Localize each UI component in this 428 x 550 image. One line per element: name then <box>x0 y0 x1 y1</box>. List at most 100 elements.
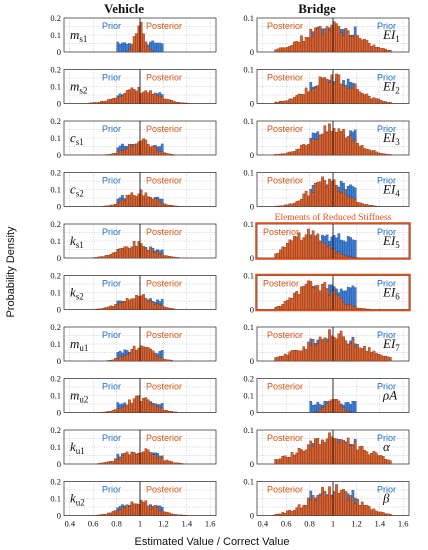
posterior-bar <box>323 179 327 207</box>
posterior-bar <box>104 255 108 259</box>
posterior-bar <box>109 359 113 362</box>
posterior-bar <box>286 457 289 465</box>
posterior-bar <box>116 151 120 156</box>
posterior-bar <box>93 102 96 104</box>
posterior-bar <box>135 453 138 465</box>
posterior-bar <box>100 100 103 104</box>
posterior-bar <box>111 252 115 259</box>
posterior-bar <box>121 248 124 259</box>
y-tick-label: 0.1 <box>243 116 254 126</box>
posterior-bar <box>114 409 117 413</box>
posterior-bar <box>321 283 324 310</box>
posterior-bar <box>314 438 317 465</box>
posterior-bar <box>107 306 110 310</box>
parameter-label: β <box>382 491 390 506</box>
posterior-bar <box>100 514 103 516</box>
y-tick-label: 0.1 <box>243 271 254 281</box>
posterior-bar <box>328 486 331 516</box>
posterior-bar <box>337 191 341 207</box>
posterior-bar <box>328 295 331 310</box>
posterior-bar <box>365 204 369 207</box>
posterior-bar <box>339 489 343 516</box>
posterior-bar <box>151 251 155 259</box>
prior-bar <box>123 42 127 53</box>
posterior-bar <box>158 357 162 362</box>
y-tick-label: 0 <box>57 253 61 263</box>
posterior-bar <box>156 198 159 207</box>
x-tick-label: 1.4 <box>374 519 385 529</box>
posterior-bar <box>314 500 317 516</box>
posterior-bar <box>365 93 369 104</box>
y-tick-label: 0.1 <box>243 65 254 75</box>
prior-annotation: Prior <box>102 433 121 443</box>
posterior-bar <box>309 280 313 310</box>
posterior-bar <box>304 505 308 516</box>
posterior-bar <box>149 402 152 413</box>
posterior-bar <box>304 36 308 53</box>
posterior-bar <box>170 205 173 207</box>
posterior-annotation: Posterior <box>146 279 182 289</box>
posterior-bar <box>149 505 152 516</box>
y-tick-label: 0 <box>57 459 61 469</box>
posterior-bar <box>179 514 183 516</box>
posterior-bar <box>128 299 131 310</box>
posterior-bar <box>153 353 157 362</box>
posterior-bar <box>360 501 364 516</box>
posterior-bar <box>337 492 341 516</box>
posterior-bar <box>335 438 338 465</box>
posterior-bar <box>358 307 362 310</box>
posterior-bar <box>318 240 322 259</box>
posterior-bar <box>153 505 157 516</box>
posterior-bar <box>102 307 106 310</box>
prior-annotation: Prior <box>102 382 121 392</box>
posterior-bar <box>281 355 285 362</box>
posterior-bar <box>116 249 120 259</box>
posterior-bar <box>353 441 357 465</box>
posterior-bar <box>337 400 341 413</box>
y-tick-label: 0.1 <box>50 82 61 92</box>
posterior-bar <box>300 144 303 156</box>
posterior-bar <box>339 131 343 156</box>
posterior-bar <box>302 504 306 516</box>
posterior-bar <box>286 510 289 516</box>
posterior-bar <box>297 93 301 104</box>
posterior-bar <box>149 452 152 465</box>
posterior-bar <box>279 153 282 156</box>
posterior-bar <box>151 301 155 310</box>
posterior-bar <box>170 154 173 156</box>
posterior-bar <box>374 452 378 465</box>
posterior-bar <box>279 205 282 207</box>
posterior-bar <box>309 189 313 207</box>
posterior-bar <box>307 497 310 516</box>
prior-bar <box>351 285 355 310</box>
posterior-bar <box>130 87 134 104</box>
posterior-bar <box>142 294 145 310</box>
posterior-bar <box>279 100 282 104</box>
posterior-bar <box>295 350 299 362</box>
posterior-annotation: Posterior <box>267 176 303 186</box>
posterior-bar <box>167 204 171 207</box>
posterior-bar <box>367 347 371 362</box>
posterior-bar <box>335 484 338 516</box>
posterior-bar <box>104 205 108 207</box>
posterior-bar <box>116 510 120 516</box>
posterior-bar <box>158 151 162 156</box>
posterior-bar <box>128 143 131 156</box>
posterior-bar <box>142 91 145 104</box>
posterior-bar <box>144 41 148 53</box>
posterior-bar <box>276 513 280 516</box>
posterior-bar <box>167 256 171 259</box>
posterior-bar <box>109 305 113 310</box>
posterior-bar <box>388 513 392 516</box>
posterior-bar <box>325 341 329 362</box>
posterior-bar <box>316 285 320 310</box>
posterior-bar <box>170 308 173 310</box>
posterior-bar <box>160 457 164 465</box>
posterior-bar <box>349 411 352 413</box>
posterior-bar <box>163 410 166 413</box>
posterior-bar <box>321 439 324 465</box>
posterior-bar <box>160 357 164 362</box>
